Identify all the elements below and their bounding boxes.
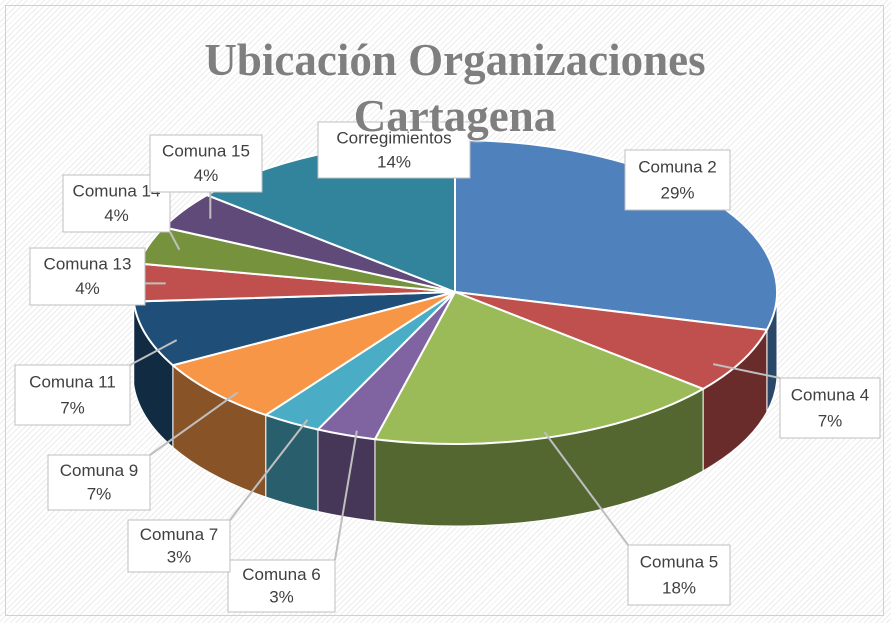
label-value: 7% xyxy=(818,411,843,430)
labels: Comuna 2 29% Comuna 4 7% Comuna 5 18% Comuna 6… xyxy=(14,121,881,613)
label-name: Comuna 15 xyxy=(162,142,250,161)
label-value: 7% xyxy=(60,398,85,417)
label-name: Comuna 14 xyxy=(73,182,161,201)
label-name: Comuna 9 xyxy=(60,461,138,480)
label-box xyxy=(624,149,731,211)
label-name: Comuna 6 xyxy=(242,565,320,584)
label-box xyxy=(779,377,881,439)
label-box xyxy=(627,544,731,606)
label-name: Comuna 2 xyxy=(638,157,716,176)
label-box xyxy=(47,454,151,511)
label-name: Corregimientos xyxy=(336,128,451,147)
slice xyxy=(454,291,769,390)
label-value: 18% xyxy=(662,578,696,597)
label-box xyxy=(149,134,263,193)
label-value: 4% xyxy=(194,166,219,185)
label-value: 14% xyxy=(377,152,411,171)
slice xyxy=(373,290,706,445)
label-box xyxy=(317,121,471,179)
chart-frame xyxy=(5,5,884,616)
leaders xyxy=(129,192,781,561)
label-name: Comuna 5 xyxy=(640,552,718,571)
label-box xyxy=(14,364,131,426)
label-name: Comuna 4 xyxy=(791,385,869,404)
tops xyxy=(132,138,778,445)
label-value: 7% xyxy=(87,485,112,504)
leader-line xyxy=(129,339,178,366)
label-name: Comuna 11 xyxy=(29,372,116,391)
label-box xyxy=(29,247,146,306)
leader-line xyxy=(229,419,309,521)
leader-line xyxy=(713,363,781,379)
label-box xyxy=(227,559,336,613)
label-value: 3% xyxy=(269,587,294,606)
label-value: 29% xyxy=(660,183,694,202)
label-box xyxy=(127,519,231,573)
leader-line xyxy=(169,231,181,251)
label-name: Comuna 13 xyxy=(44,255,132,274)
leader-line xyxy=(543,431,629,546)
chart-title: Ubicación Organizaciones Cartagena xyxy=(204,35,706,141)
label-name: Comuna 7 xyxy=(140,525,218,544)
label-value: 3% xyxy=(167,547,192,566)
slice xyxy=(170,291,456,417)
leader-line xyxy=(149,391,239,456)
label-value: 4% xyxy=(75,279,100,298)
slice-side xyxy=(317,428,376,522)
label-value: 4% xyxy=(104,206,129,225)
leader-line xyxy=(334,430,358,561)
